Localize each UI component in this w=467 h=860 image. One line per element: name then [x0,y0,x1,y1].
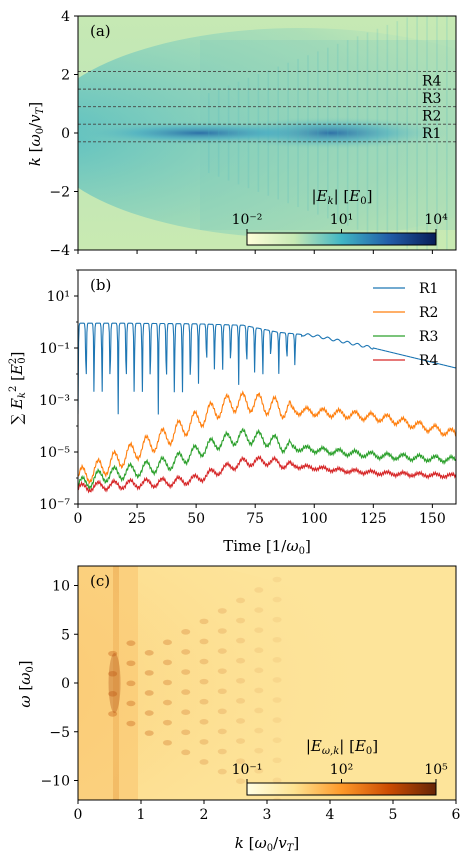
panel-b-yticks: 10⁻⁷ 10⁻⁵ 10⁻³ 10⁻¹ 10¹ [39,269,78,513]
panel-b: (b) R1 R2 R3 R4 10⁻⁷ 10⁻⁵ 10⁻³ 10⁻¹ 10¹ 0 25 50 75… [8,269,457,557]
region-label-r4: R4 [422,73,442,89]
xtick-label: 2 [200,807,209,823]
ytick-label: 10⁻⁵ [39,445,70,461]
panel-a-label: (a) [90,22,111,40]
series-line-r3 [78,427,456,491]
panel-b-legend: R1 R2 R3 R4 [373,281,439,369]
xtick-label: 0 [74,807,83,823]
xtick-label: 3 [263,807,272,823]
ytick-label: 2 [61,68,70,84]
panel-c-ylabel: ω [ω0] [16,660,36,707]
ytick-label: −5 [49,725,70,741]
xtick-label: 1 [137,807,146,823]
ytick-label: 10⁻⁷ [39,497,70,513]
series-line-r2 [78,390,456,485]
xtick-label: 75 [246,511,264,527]
region-label-r3: R3 [422,91,441,107]
panel-c-spots [108,576,282,800]
ytick-label: 5 [61,627,70,643]
xtick-label: 0 [74,511,83,527]
xtick-label: 6 [452,807,461,823]
series-line-r4 [78,454,456,494]
ytick-label: −10 [40,774,70,790]
colorbar-c-ticks: 10⁻¹ 10² 10⁵ [232,762,448,783]
ytick-label: 10¹ [47,289,70,305]
xtick-label: 25 [128,511,146,527]
colorbar-tick-label: 10² [330,762,353,778]
xtick-label: 50 [187,511,205,527]
xtick-label: 100 [301,511,328,527]
panel-c-colorbar: |Eω,k| [E0] 10⁻¹ 10² 10⁵ [232,737,448,796]
xtick-label: 125 [360,511,387,527]
legend-label-r3: R3 [419,329,438,345]
ytick-label: 10⁻¹ [39,341,70,357]
ytick-label: 0 [61,676,70,692]
colorbar-c-label: |Eω,k| [E0] [306,737,378,757]
colorbar-a-label: |Ek| [E0] [312,187,373,207]
legend-label-r4: R4 [419,353,439,369]
panel-b-series [78,322,456,494]
colorbar-a-ticks: 10⁻² 10¹ 10⁴ [232,212,448,233]
panel-a-stripes [207,16,448,250]
colorbar-tick-label: 10⁵ [424,762,448,778]
region-boundaries [78,71,456,143]
xtick-label: 4 [326,807,335,823]
panel-b-label: (b) [90,276,111,294]
region-label-r2: R2 [422,108,441,124]
series-line-r1 [78,322,456,415]
colorbar-c [246,782,437,796]
ytick-label: −4 [49,243,70,259]
panel-b-frame [77,269,457,505]
colorbar-tick-label: 10⁻² [232,212,263,228]
panel-a-ylabel: k [ω0/vT] [26,102,46,166]
panel-b-xlabel: Time [1/ω0] [223,537,311,557]
panel-c-yticks: −10 −5 0 5 10 [40,579,78,790]
panel-a-colorbar: |Ek| [E0] 10⁻² 10¹ 10⁴ [232,187,448,246]
panel-c-label: (c) [90,572,110,590]
colorbar-tick-label: 10⁻¹ [232,762,263,778]
panel-c-xticks: 0 1 2 3 4 5 6 [74,800,461,823]
ytick-label: 0 [61,126,70,142]
panel-b-ylabel: ∑ Ek2 [E20] [8,351,28,424]
ytick-label: 10⁻³ [39,393,70,409]
colorbar-tick-label: 10⁴ [424,212,448,228]
panel-b-xticks: 0 25 50 75 100 125 150 [74,504,446,527]
xtick-label: 150 [419,511,446,527]
ytick-label: 10 [52,579,70,595]
panel-a-xticks [77,250,433,254]
legend-label-r1: R1 [419,281,438,297]
ytick-label: 4 [61,9,70,25]
panel-a-yticks: −4 −2 0 2 4 [49,9,78,259]
panel-c: (c) −10 −5 0 5 10 0 1 2 3 4 5 6 k [ω0/vT] ω [ω0] |… [16,565,461,854]
region-label-r1: R1 [422,126,441,142]
ytick-label: −2 [49,185,70,201]
xtick-label: 5 [389,807,398,823]
legend-label-r2: R2 [419,305,438,321]
panel-c-xlabel: k [ω0/vT] [235,834,299,854]
colorbar-a [246,232,437,246]
panel-a-heatmap [78,16,456,250]
colorbar-tick-label: 10¹ [330,212,353,228]
panel-c-heatmap [78,566,456,800]
